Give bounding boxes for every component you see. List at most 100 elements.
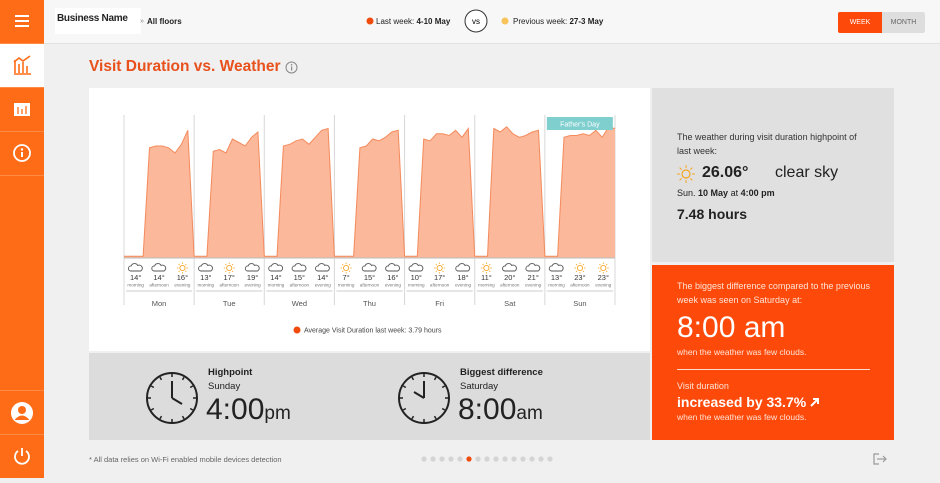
page-dot[interactable] — [547, 456, 553, 462]
period-label: evening — [455, 283, 472, 288]
sun-icon — [677, 165, 695, 183]
page-dot[interactable] — [439, 456, 445, 462]
day-label: Tue — [223, 299, 236, 308]
analytics-tab[interactable] — [0, 44, 44, 88]
difference-weather: when the weather was few clouds. — [677, 347, 807, 357]
page-dot[interactable] — [457, 456, 463, 462]
period-label: evening — [174, 283, 191, 288]
cloud-icon — [361, 263, 377, 272]
cloud-icon — [408, 263, 424, 272]
period-label: afternoon — [570, 283, 590, 288]
sun-ray — [178, 263, 180, 266]
clock-tick — [411, 376, 415, 381]
weather-temperature: 26.06° — [702, 164, 749, 181]
area-fill — [124, 126, 615, 258]
page-dot[interactable] — [493, 456, 499, 462]
sun-icon — [179, 264, 186, 272]
month-button[interactable]: MONTH — [882, 12, 925, 33]
svg-text:vs: vs — [472, 17, 480, 26]
info-tab[interactable] — [0, 132, 44, 176]
difference-time-big: 8:00am — [458, 393, 543, 426]
page-dot[interactable] — [484, 456, 490, 462]
previous-week: Previous week: 27-3 May — [513, 17, 604, 26]
export-icon[interactable] — [872, 452, 888, 466]
sun-ray — [442, 270, 444, 273]
period-label: morning — [548, 283, 565, 288]
page-dot[interactable] — [511, 456, 517, 462]
weather-intro: The weather during visit duration highpo… — [677, 132, 857, 156]
temperature: 18° — [457, 273, 468, 282]
sun-ray — [605, 263, 608, 266]
clock-tick — [441, 407, 446, 411]
page-dot[interactable] — [520, 456, 526, 462]
sun-ray — [341, 270, 344, 273]
temperature: 19° — [247, 273, 258, 282]
sun-icon — [483, 264, 490, 272]
info-icon — [13, 144, 31, 162]
reports-tab[interactable] — [0, 88, 44, 132]
temperature: 14° — [153, 273, 164, 282]
sun-ray — [184, 263, 187, 266]
menu-button[interactable] — [0, 0, 44, 44]
page-dot[interactable] — [475, 456, 481, 462]
period-label: evening — [595, 283, 612, 288]
sun-ray — [225, 270, 227, 273]
day-label: Mon — [152, 299, 167, 308]
sun-ray — [231, 270, 234, 273]
clock-tick — [441, 385, 446, 389]
sun-ray — [482, 270, 484, 273]
cloud-icon — [525, 263, 541, 272]
temperature: 16° — [387, 273, 398, 282]
sun-ray — [348, 263, 351, 266]
last-week-dot — [366, 17, 374, 25]
page-dot[interactable] — [502, 456, 508, 462]
floor-selector[interactable]: All floors — [147, 17, 182, 26]
page-dot[interactable] — [538, 456, 544, 462]
sun-ray — [575, 270, 578, 273]
difference-time: 8:00 am — [677, 311, 786, 344]
sun-icon — [226, 264, 233, 272]
cloud-icon — [244, 263, 260, 272]
sun-ray — [488, 263, 491, 266]
page-dot[interactable] — [421, 456, 427, 462]
title-info-icon[interactable] — [285, 61, 298, 74]
sun-ray — [435, 270, 438, 273]
legend-text: Average Visit Duration last week: 3.79 h… — [304, 328, 442, 335]
temperature: 17° — [434, 273, 445, 282]
weather-line: 26.06° clear sky — [677, 163, 894, 185]
period-label: morning — [268, 283, 285, 288]
page-dot[interactable] — [466, 456, 472, 462]
logout-button[interactable] — [0, 435, 44, 478]
sun-ray — [482, 263, 484, 266]
sun-ray — [341, 263, 344, 266]
period-label: afternoon — [149, 283, 169, 288]
period-label: morning — [198, 283, 215, 288]
clock-tick — [181, 415, 185, 420]
sun-ray — [231, 263, 234, 266]
sun-icon — [576, 264, 583, 272]
clock-tick — [159, 376, 163, 381]
cloud-icon — [455, 263, 471, 272]
menu-icon — [15, 15, 29, 27]
page-dot[interactable] — [430, 456, 436, 462]
sun-icon — [343, 264, 350, 272]
profile-button[interactable] — [0, 390, 44, 435]
period-label: afternoon — [220, 283, 240, 288]
sun-ray — [605, 270, 608, 273]
week-button[interactable]: WEEK — [838, 12, 882, 33]
analytics-icon — [13, 55, 31, 75]
clock-tick — [150, 407, 155, 411]
temperature: 23° — [574, 273, 585, 282]
clock-tick — [189, 407, 194, 411]
sun-ray — [599, 270, 601, 273]
highpoint-day: Sunday — [208, 381, 241, 392]
page-dot[interactable] — [529, 456, 535, 462]
clock-icon — [146, 372, 198, 424]
cloud-icon — [198, 263, 213, 272]
temperature: 16° — [177, 273, 188, 282]
difference-intro: The biggest difference compared to the p… — [677, 281, 870, 305]
cloud-icon — [315, 263, 330, 272]
temperature: 15° — [364, 273, 375, 282]
page-dot[interactable] — [448, 456, 454, 462]
weather-condition: clear sky — [775, 164, 839, 181]
